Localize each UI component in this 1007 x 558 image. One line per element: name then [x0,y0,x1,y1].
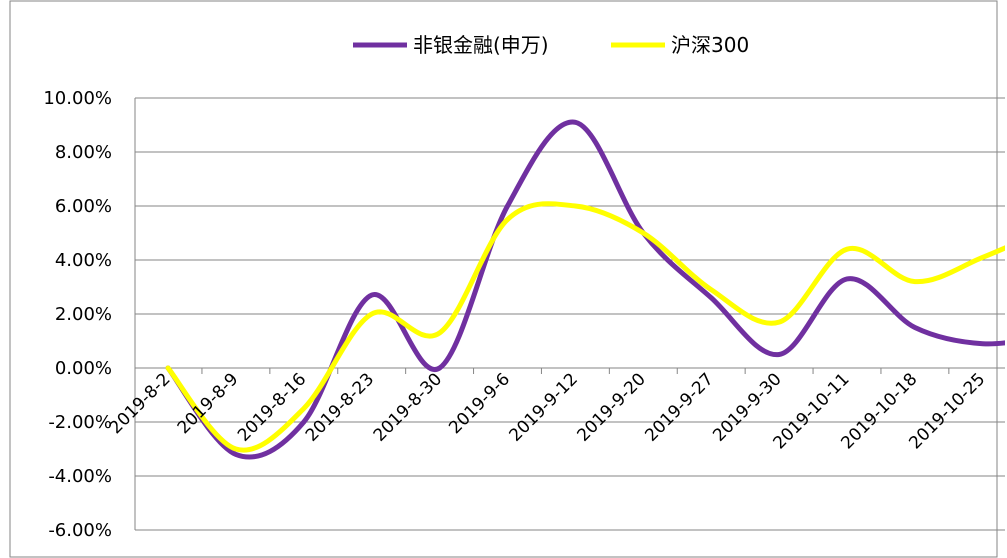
y-tick-label: 8.00% [55,142,112,163]
y-tick-label: 4.00% [55,250,112,271]
y-tick-label: 2.00% [55,304,112,325]
series-lines [165,119,1005,460]
y-tick-label: -4.00% [48,466,112,487]
legend-label-series-0: 非银金融(申万) [413,33,549,57]
y-tick-label: 6.00% [55,196,112,217]
y-tick-label: 0.00% [55,358,112,379]
y-tick-label: -2.00% [48,412,112,433]
y-tick-label: -6.00% [48,520,112,541]
chart-border [9,0,998,558]
axes [134,98,950,530]
y-tick-label: 10.00% [43,88,112,109]
legend: 非银金融(申万) 沪深300 [353,33,749,57]
gridlines: -6.00% -4.00% -2.00% 0.00% 2.00% 4.00% 6.00% 8.… [43,88,1005,541]
series-line-1 [165,201,1005,453]
series-line-0 [165,119,1005,460]
legend-label-series-1: 沪深300 [671,33,749,57]
